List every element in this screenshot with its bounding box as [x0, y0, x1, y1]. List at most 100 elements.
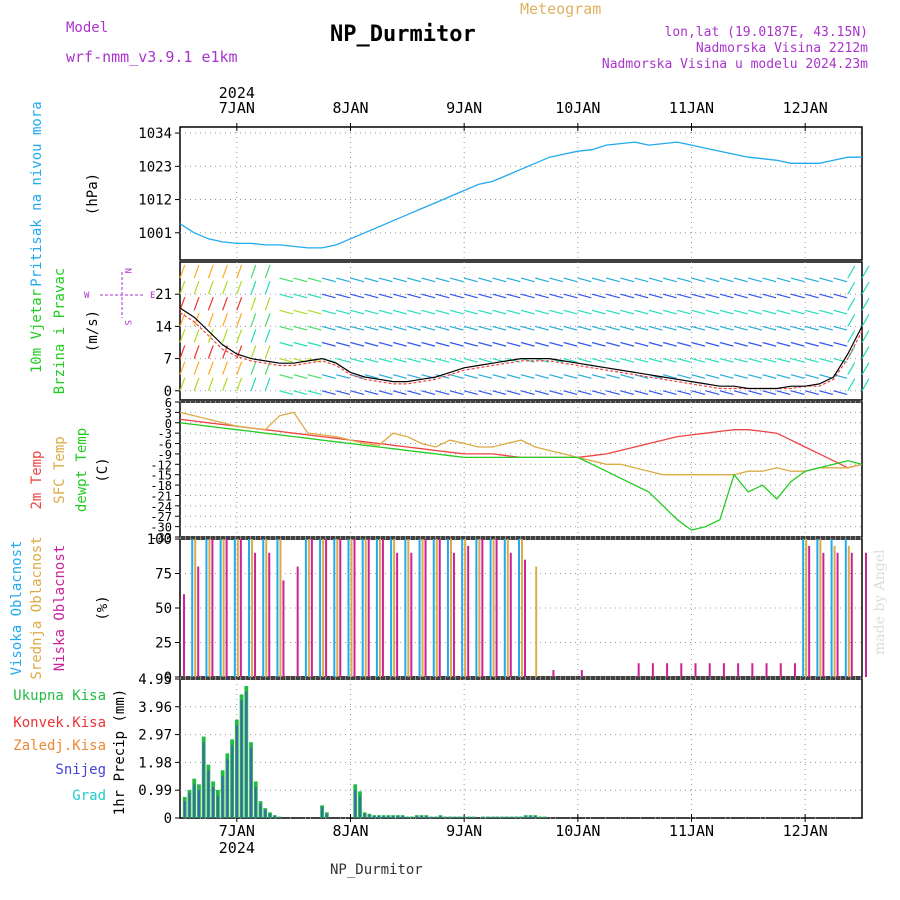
low-cloud-bar	[737, 663, 740, 677]
wind-barb	[179, 361, 186, 375]
wind-barb	[563, 358, 578, 363]
low-cloud-bar	[353, 539, 356, 677]
wind-barb	[705, 374, 720, 379]
y-tick-label: 0	[164, 384, 172, 400]
wind-barb	[563, 293, 578, 299]
x-tick-label-bottom: 7JAN	[219, 822, 255, 840]
wind-barb	[236, 296, 243, 311]
wind-barb	[464, 390, 478, 396]
compass-n: N	[122, 268, 132, 273]
y-tick-label: -9	[158, 448, 172, 462]
wind-barb	[236, 313, 243, 327]
wind-barb	[620, 374, 635, 379]
wind-barb	[620, 293, 635, 299]
wind-barb	[179, 345, 186, 359]
low-cloud-bar	[680, 663, 683, 677]
wind-barb	[591, 341, 606, 347]
wind-barb	[606, 390, 620, 396]
wind-barb	[250, 296, 257, 311]
wind-barb	[662, 374, 677, 379]
wind-barb	[520, 325, 535, 331]
wind-barb	[179, 280, 186, 295]
wind-barb	[620, 390, 635, 396]
high-cloud-bar	[375, 539, 378, 677]
mid-cloud-bar	[350, 539, 353, 677]
wind-barb	[677, 374, 691, 379]
wind-barb	[776, 358, 791, 363]
wind-barb	[535, 277, 549, 283]
wind-barb	[449, 390, 464, 396]
wind-barb	[648, 277, 663, 283]
precip-snow-bar	[269, 813, 271, 818]
wind-barb	[847, 281, 856, 295]
precip-legend-item: Ukupna Kisa	[13, 688, 106, 704]
wind-barb	[478, 277, 493, 283]
low-cloud-bar	[751, 663, 754, 677]
high-cloud-bar	[446, 539, 449, 677]
precip-snow-bar	[496, 816, 499, 818]
wind-barb	[819, 358, 834, 363]
wind-barb	[719, 358, 734, 363]
precip-snow-bar	[486, 816, 489, 818]
mid-cloud-bar	[364, 539, 367, 677]
wind-barb	[236, 264, 243, 279]
wind-barb	[336, 325, 350, 331]
low-cloud-bar	[666, 663, 669, 677]
high-cloud-bar	[432, 539, 435, 677]
wind-barb	[861, 313, 870, 327]
wind-barb	[762, 341, 777, 347]
wind-barb	[449, 358, 464, 363]
wind-barb	[435, 341, 450, 347]
wind-barb	[492, 341, 507, 347]
wind-barb	[307, 341, 322, 347]
wind-barb	[577, 374, 592, 379]
precip-snow-bar	[396, 815, 399, 818]
mid-cloud-bar	[833, 545, 836, 677]
wind-barb	[805, 341, 819, 347]
wind-barb	[222, 361, 228, 375]
wind-barb	[677, 325, 691, 331]
location-coords: lon,lat (19.0187E, 43.15N)	[664, 25, 869, 40]
wind-barb	[577, 390, 592, 396]
precip-snow-bar	[401, 815, 404, 818]
wind-barb	[407, 277, 422, 283]
precip-snow-bar	[420, 815, 423, 818]
precip-snow-bar	[231, 744, 234, 818]
wind-barb	[364, 341, 379, 347]
low-cloud-bar	[552, 670, 555, 677]
low-cloud-bar	[239, 539, 242, 677]
wind-barb	[250, 264, 257, 279]
wind-barb	[193, 361, 200, 375]
wind-barb	[264, 313, 271, 327]
wind-barb	[819, 309, 834, 315]
precip-snow-bar	[482, 816, 485, 818]
y-tick-label: -12	[150, 458, 172, 472]
wind-barb	[421, 309, 436, 315]
wind-barb	[861, 281, 870, 295]
low-cloud-bar	[410, 552, 413, 677]
wind-barb	[250, 313, 257, 327]
wind-barb	[719, 325, 734, 331]
wind-barb	[478, 309, 493, 315]
y-tick-label: 6	[165, 396, 172, 410]
mid-cloud-bar	[336, 539, 339, 677]
wind-barb	[662, 293, 677, 299]
wind-barb	[207, 377, 214, 392]
x-tick-label-top: 7JAN	[219, 99, 255, 117]
wind-barb	[549, 341, 564, 347]
compass-e: E	[150, 291, 155, 301]
y-tick-label: -15	[150, 469, 172, 483]
precip-snow-bar	[387, 815, 390, 818]
mid-cloud-bar	[322, 539, 325, 677]
wind-barb	[307, 325, 322, 331]
wind-barb	[435, 374, 450, 379]
wind-barb	[478, 358, 493, 363]
wind-barb	[307, 293, 322, 299]
mid-cloud-bar	[378, 539, 381, 677]
precip-snow-bar	[406, 816, 409, 818]
low-cloud-bar	[651, 663, 654, 677]
precip-snow-bar	[373, 815, 376, 818]
wind-barb	[691, 358, 706, 363]
wind-barb	[705, 293, 720, 299]
